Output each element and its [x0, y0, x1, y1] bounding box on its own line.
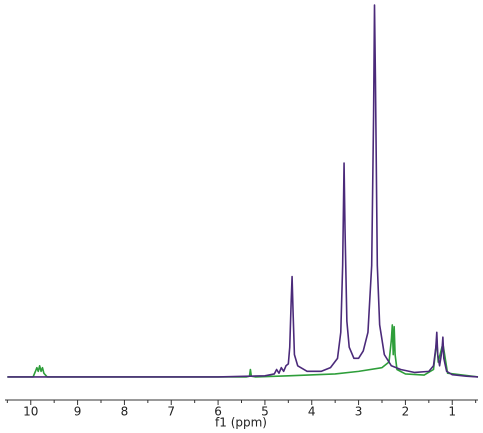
x-tick-label: 4 — [308, 405, 316, 419]
x-tick-label: 3 — [355, 405, 363, 419]
x-tick-label: 9 — [74, 405, 82, 419]
x-axis-label: f1 (ppm) — [215, 416, 267, 430]
x-tick-label: 1 — [448, 405, 456, 419]
spectrum-line — [7, 4, 479, 378]
x-tick-label: 5 — [261, 405, 269, 419]
x-tick-label: 7 — [167, 405, 175, 419]
x-tick-label: 6 — [214, 405, 222, 419]
x-tick-label: 2 — [402, 405, 410, 419]
x-tick-label: 8 — [121, 405, 129, 419]
x-tick-label: 10 — [23, 405, 38, 419]
spectrum-line — [7, 324, 479, 378]
